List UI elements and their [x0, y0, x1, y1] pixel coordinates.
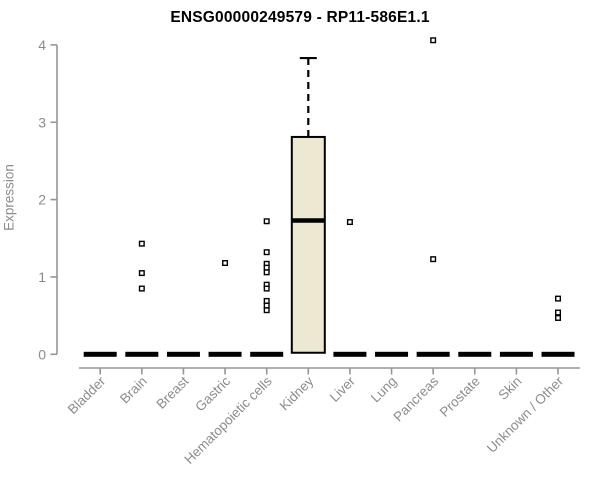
- zero-bar-breast: [166, 351, 200, 357]
- outlier-point-hematopoietic-cells: [263, 218, 270, 225]
- x-tick-label-kidney: Kidney: [277, 373, 317, 413]
- y-tick-label: 2: [38, 192, 46, 208]
- outlier-point-pancreas: [430, 37, 437, 44]
- outlier-point-hematopoietic-cells: [263, 269, 270, 276]
- outlier-point-pancreas: [430, 256, 437, 263]
- outlier-point-brain: [138, 285, 145, 292]
- x-tick-label-unknown-other: Unknown / Other: [484, 373, 567, 456]
- zero-bar-unknown-other: [541, 351, 575, 357]
- outlier-point-gastric: [222, 260, 229, 267]
- outlier-point-hematopoietic-cells: [263, 297, 270, 304]
- zero-bar-hematopoietic-cells: [250, 351, 284, 357]
- y-tick-label: 4: [38, 37, 46, 53]
- y-tick-label: 1: [38, 269, 46, 285]
- outlier-point-liver: [346, 219, 353, 226]
- outlier-point-hematopoietic-cells: [263, 285, 270, 292]
- y-tick-label: 0: [38, 346, 46, 362]
- box-kidney: [290, 135, 326, 354]
- outlier-point-unknown-other: [555, 309, 562, 316]
- chart-title: ENSG00000249579 - RP11-586E1.1: [170, 9, 430, 26]
- x-tick-label-lung: Lung: [368, 374, 400, 406]
- zero-bar-liver: [333, 351, 367, 357]
- zero-bar-lung: [375, 351, 409, 357]
- x-tick-label-brain: Brain: [117, 374, 150, 407]
- zero-bar-bladder: [83, 351, 117, 357]
- x-tick-label-bladder: Bladder: [65, 373, 109, 417]
- x-tick-label-gastric: Gastric: [192, 373, 233, 414]
- y-tick-label: 3: [38, 114, 46, 130]
- zero-bar-brain: [125, 351, 159, 357]
- outlier-point-hematopoietic-cells: [263, 302, 270, 309]
- outlier-point-brain: [138, 240, 145, 247]
- x-tick-label-pancreas: Pancreas: [390, 373, 441, 424]
- outlier-point-unknown-other: [555, 314, 562, 321]
- zero-bar-pancreas: [416, 351, 450, 357]
- outlier-point-unknown-other: [555, 295, 562, 302]
- outlier-point-brain: [138, 270, 145, 277]
- x-tick-label-prostate: Prostate: [437, 374, 483, 420]
- zero-bar-gastric: [208, 351, 242, 357]
- x-tick-label-skin: Skin: [495, 374, 524, 403]
- x-tick-label-liver: Liver: [327, 373, 359, 405]
- x-tick-label-breast: Breast: [153, 373, 191, 411]
- outlier-point-hematopoietic-cells: [263, 307, 270, 314]
- zero-bar-skin: [499, 351, 533, 357]
- zero-bar-prostate: [458, 351, 492, 357]
- outlier-point-hematopoietic-cells: [263, 249, 270, 256]
- outlier-point-hematopoietic-cells: [263, 264, 270, 271]
